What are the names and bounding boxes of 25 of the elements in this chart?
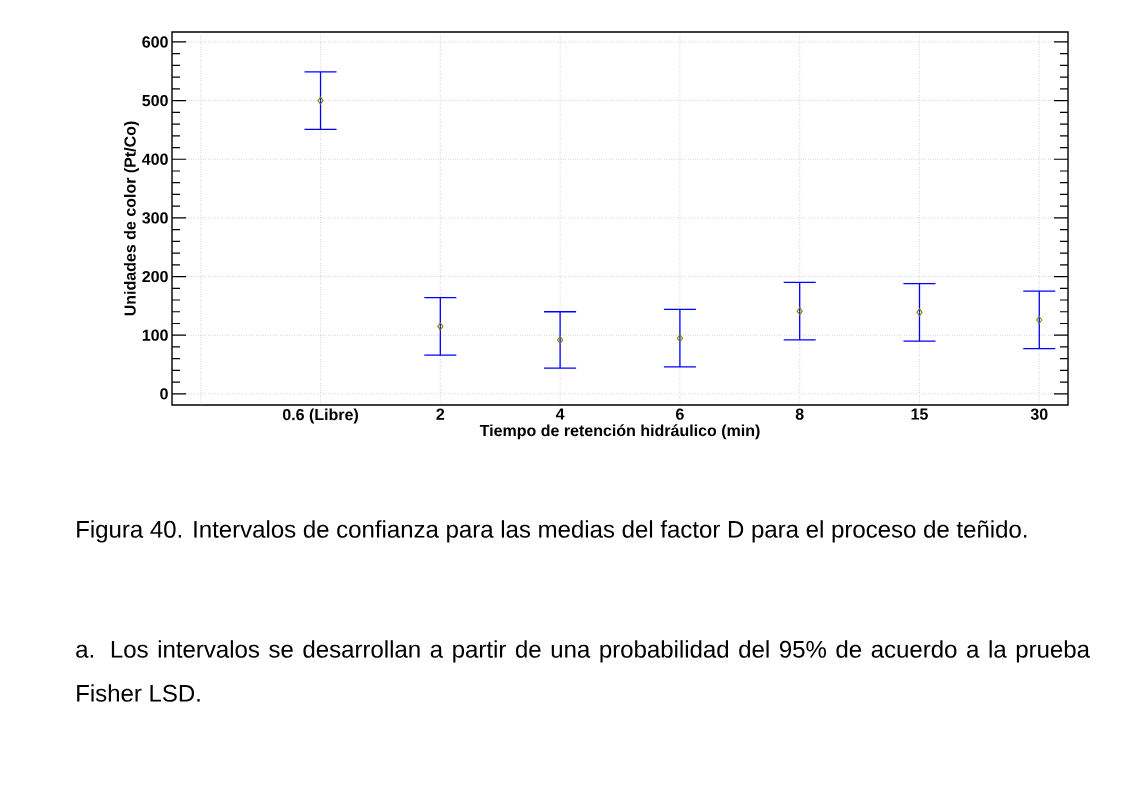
y-tick-label: 600 [142, 36, 168, 48]
point [796, 307, 803, 316]
x-tick-label: 8 [795, 408, 804, 420]
x-tick-label: 2 [436, 408, 445, 420]
point [317, 96, 324, 105]
y-tick-label: 100 [142, 329, 168, 341]
y-tick-label: 400 [142, 153, 168, 165]
x-tick-label: 4 [555, 408, 565, 420]
x-tick-label: 6 [676, 408, 684, 420]
y-axis-title: Unidades de color (Pt/Co) [124, 121, 139, 316]
x-tick-label: 30 [1030, 408, 1048, 420]
point [437, 322, 444, 331]
x-axis-title: Tiempo de retención hidráulico (min) [479, 424, 760, 440]
point [556, 335, 564, 344]
y-tick-label: 0 [160, 388, 168, 400]
x-tick-label: 15 [911, 408, 928, 420]
text: a. Los intervalos se desarrollan a partir de una probabilidad del 95% de acuerdo a la prueba Fisher LSD. [76, 640, 1090, 702]
text: Figura 40. Intervalos de confianza para las medias del factor D para el proceso de teñido. [77, 520, 1027, 543]
point [1036, 315, 1043, 324]
y-tick-label: 300 [142, 212, 168, 224]
point [676, 334, 684, 343]
point [916, 308, 923, 317]
y-tick-label: 200 [142, 270, 168, 283]
y-tick-label: 500 [142, 94, 168, 107]
x-tick-label: 0.6 (Libre) [282, 408, 358, 424]
